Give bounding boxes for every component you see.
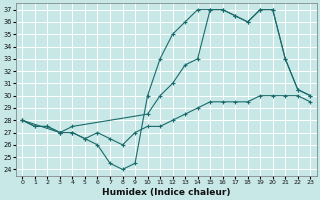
X-axis label: Humidex (Indice chaleur): Humidex (Indice chaleur) bbox=[102, 188, 231, 197]
